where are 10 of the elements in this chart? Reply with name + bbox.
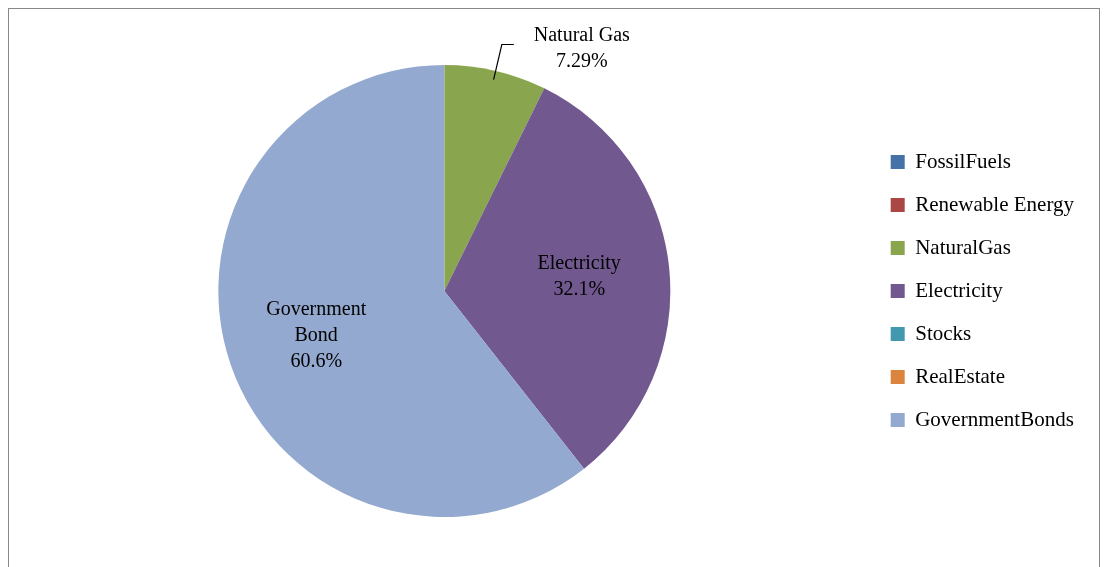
legend-label: FossilFuels bbox=[915, 148, 1011, 173]
data-label: Government Bond 60.6% bbox=[266, 296, 367, 371]
legend-label: RealEstate bbox=[915, 363, 1005, 388]
data-label: Natural Gas 7.29% bbox=[533, 22, 631, 71]
legend-label: Renewable Energy bbox=[915, 191, 1075, 216]
legend-label: Stocks bbox=[915, 320, 972, 345]
legend-label: NaturalGas bbox=[915, 234, 1011, 259]
legend-label: GovernmentBonds bbox=[915, 406, 1074, 431]
legend-label: Electricity bbox=[915, 277, 1004, 302]
data-label: Electricity 32.1% bbox=[537, 251, 621, 300]
